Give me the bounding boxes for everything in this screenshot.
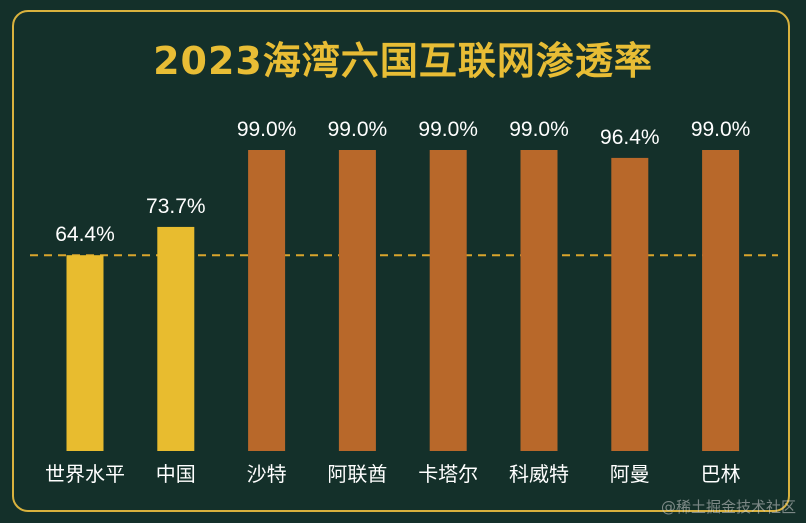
bar-7 (702, 150, 740, 451)
tick-label-2: 沙特 (247, 462, 287, 486)
watermark: @稀土掘金技术社区 (660, 498, 796, 516)
data-label-7: 99.0% (691, 118, 751, 141)
bar-1 (157, 226, 195, 451)
data-label-1: 73.7% (146, 195, 206, 218)
tick-label-4: 卡塔尔 (418, 462, 478, 486)
bar-4 (429, 150, 467, 451)
tick-label-7: 巴林 (701, 462, 741, 486)
data-label-2: 99.0% (237, 118, 297, 141)
bar-6 (611, 157, 649, 452)
chart-title: 2023海湾六国互联网渗透率 (153, 39, 653, 83)
bar-0 (66, 255, 104, 451)
bar-3 (338, 150, 376, 451)
tick-label-1: 中国 (156, 462, 196, 486)
bar-5 (520, 150, 558, 451)
tick-label-0: 世界水平 (45, 462, 125, 486)
data-label-6: 96.4% (600, 126, 660, 149)
tick-label-5: 科威特 (509, 462, 569, 486)
chart-frame (12, 10, 790, 512)
data-label-3: 99.0% (328, 118, 388, 141)
tick-label-6: 阿曼 (610, 462, 650, 486)
data-label-0: 64.4% (55, 223, 115, 246)
data-label-5: 99.0% (509, 118, 569, 141)
tick-label-3: 阿联酋 (327, 462, 387, 486)
bar-2 (248, 150, 286, 451)
data-label-4: 99.0% (418, 118, 478, 141)
